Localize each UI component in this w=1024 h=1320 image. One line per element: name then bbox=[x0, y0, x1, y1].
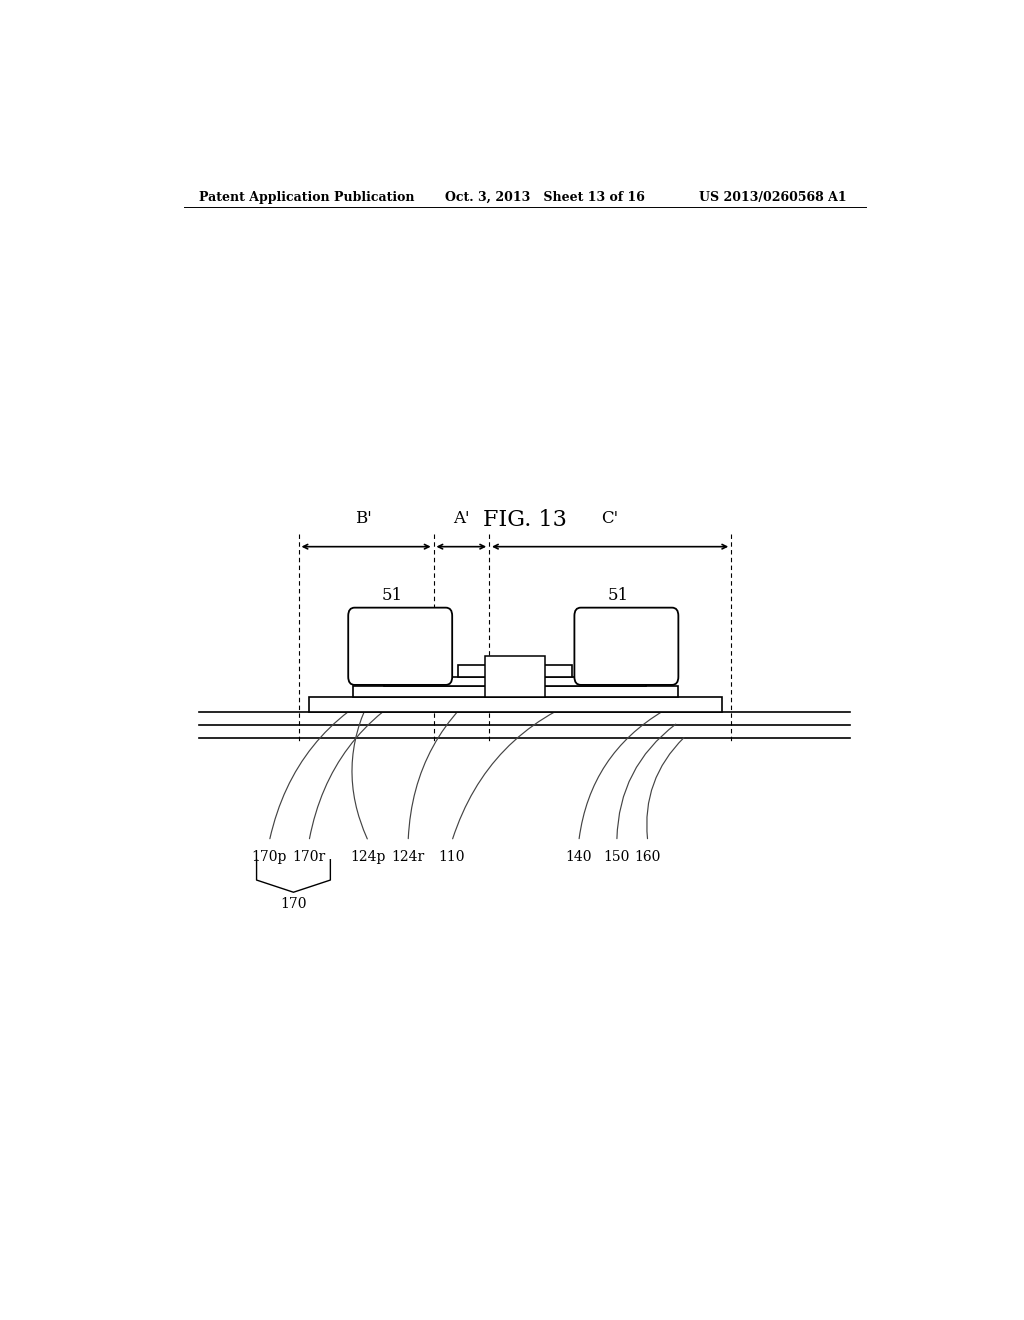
Bar bbox=[458, 664, 572, 677]
Text: US 2013/0260568 A1: US 2013/0260568 A1 bbox=[699, 191, 847, 203]
Text: 170p: 170p bbox=[252, 850, 287, 863]
Text: 51: 51 bbox=[382, 586, 402, 603]
FancyBboxPatch shape bbox=[574, 607, 678, 685]
Text: 51: 51 bbox=[608, 586, 629, 603]
Text: B': B' bbox=[355, 511, 372, 528]
Text: C': C' bbox=[601, 511, 618, 528]
Text: A': A' bbox=[453, 511, 470, 528]
Bar bbox=[485, 656, 546, 697]
Bar bbox=[309, 697, 722, 713]
Text: Oct. 3, 2013   Sheet 13 of 16: Oct. 3, 2013 Sheet 13 of 16 bbox=[445, 191, 645, 203]
Text: 150: 150 bbox=[604, 850, 630, 863]
Text: 160: 160 bbox=[635, 850, 662, 863]
Text: FIG. 13: FIG. 13 bbox=[483, 510, 566, 531]
Text: 110: 110 bbox=[438, 850, 465, 863]
Text: 124p: 124p bbox=[351, 850, 386, 863]
Bar bbox=[352, 686, 678, 697]
Text: 140: 140 bbox=[565, 850, 592, 863]
Text: 170r: 170r bbox=[292, 850, 326, 863]
Text: Patent Application Publication: Patent Application Publication bbox=[200, 191, 415, 203]
Text: 170: 170 bbox=[281, 898, 307, 911]
Bar bbox=[384, 677, 646, 686]
FancyBboxPatch shape bbox=[348, 607, 453, 685]
Text: 124r: 124r bbox=[391, 850, 425, 863]
